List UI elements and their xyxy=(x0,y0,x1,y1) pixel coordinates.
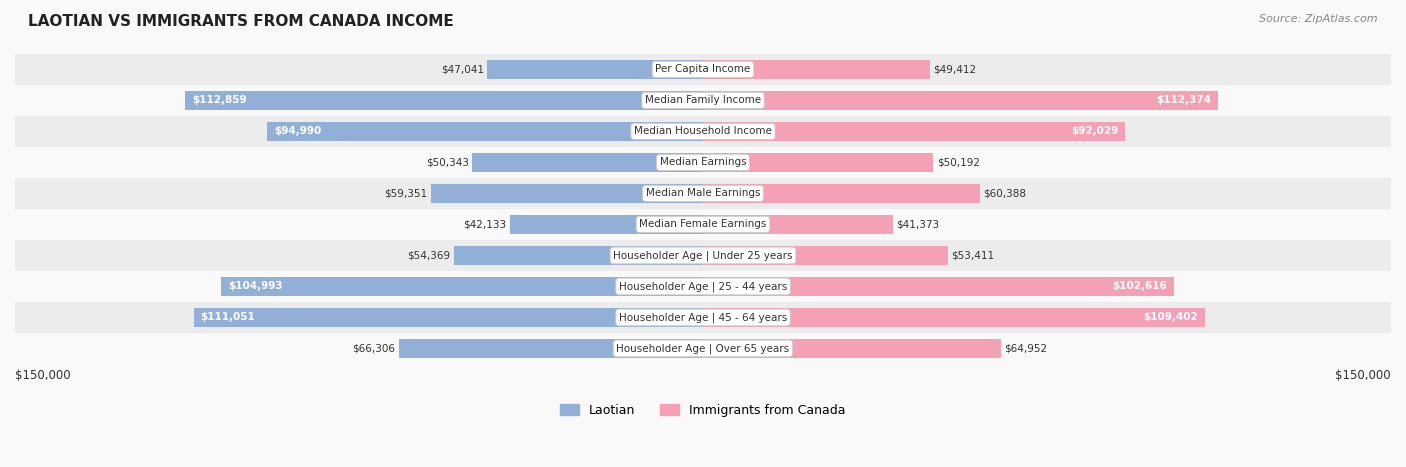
Text: Median Female Earnings: Median Female Earnings xyxy=(640,219,766,229)
Text: $50,343: $50,343 xyxy=(426,157,468,168)
Text: $59,351: $59,351 xyxy=(384,188,427,198)
Text: $50,192: $50,192 xyxy=(936,157,980,168)
Bar xyxy=(15,271,1391,302)
Text: $54,369: $54,369 xyxy=(408,250,450,261)
Bar xyxy=(703,276,1174,296)
Bar xyxy=(703,246,948,265)
Bar xyxy=(703,121,1125,141)
Text: $150,000: $150,000 xyxy=(15,368,70,382)
Bar xyxy=(472,153,703,172)
Text: $60,388: $60,388 xyxy=(983,188,1026,198)
Bar xyxy=(703,60,929,79)
Bar xyxy=(15,302,1391,333)
Bar xyxy=(15,333,1391,364)
Text: $64,952: $64,952 xyxy=(1004,343,1047,354)
Bar xyxy=(15,54,1391,85)
Text: $109,402: $109,402 xyxy=(1143,312,1198,322)
Bar xyxy=(703,91,1219,110)
Text: $111,051: $111,051 xyxy=(201,312,256,322)
Bar xyxy=(15,240,1391,271)
Bar xyxy=(703,153,934,172)
Text: $150,000: $150,000 xyxy=(1336,368,1391,382)
Bar xyxy=(454,246,703,265)
Text: $102,616: $102,616 xyxy=(1112,282,1167,291)
Bar xyxy=(430,184,703,203)
Text: $104,993: $104,993 xyxy=(228,282,283,291)
Text: $53,411: $53,411 xyxy=(952,250,994,261)
Text: Source: ZipAtlas.com: Source: ZipAtlas.com xyxy=(1260,14,1378,24)
Bar xyxy=(703,308,1205,327)
Bar xyxy=(194,308,703,327)
Bar xyxy=(267,121,703,141)
Bar xyxy=(15,147,1391,178)
Bar xyxy=(15,85,1391,116)
Bar xyxy=(15,178,1391,209)
Bar xyxy=(703,339,1001,358)
Bar xyxy=(15,209,1391,240)
Text: $42,133: $42,133 xyxy=(463,219,506,229)
Bar xyxy=(15,116,1391,147)
Text: LAOTIAN VS IMMIGRANTS FROM CANADA INCOME: LAOTIAN VS IMMIGRANTS FROM CANADA INCOME xyxy=(28,14,454,29)
Text: Median Family Income: Median Family Income xyxy=(645,95,761,106)
Bar xyxy=(703,215,893,234)
Text: Householder Age | Under 25 years: Householder Age | Under 25 years xyxy=(613,250,793,261)
Bar xyxy=(488,60,703,79)
Text: $94,990: $94,990 xyxy=(274,127,322,136)
Bar xyxy=(703,184,980,203)
Bar xyxy=(186,91,703,110)
Text: $66,306: $66,306 xyxy=(353,343,395,354)
Text: Per Capita Income: Per Capita Income xyxy=(655,64,751,74)
Text: $47,041: $47,041 xyxy=(441,64,484,74)
Text: Householder Age | 45 - 64 years: Householder Age | 45 - 64 years xyxy=(619,312,787,323)
Text: Median Earnings: Median Earnings xyxy=(659,157,747,168)
Text: Householder Age | 25 - 44 years: Householder Age | 25 - 44 years xyxy=(619,281,787,292)
Text: $49,412: $49,412 xyxy=(934,64,976,74)
Text: $112,859: $112,859 xyxy=(193,95,247,106)
Bar xyxy=(221,276,703,296)
Text: $112,374: $112,374 xyxy=(1157,95,1212,106)
Text: Householder Age | Over 65 years: Householder Age | Over 65 years xyxy=(616,343,790,354)
Bar xyxy=(399,339,703,358)
Legend: Laotian, Immigrants from Canada: Laotian, Immigrants from Canada xyxy=(555,399,851,422)
Bar xyxy=(510,215,703,234)
Text: $92,029: $92,029 xyxy=(1071,127,1118,136)
Text: $41,373: $41,373 xyxy=(896,219,939,229)
Text: Median Male Earnings: Median Male Earnings xyxy=(645,188,761,198)
Text: Median Household Income: Median Household Income xyxy=(634,127,772,136)
